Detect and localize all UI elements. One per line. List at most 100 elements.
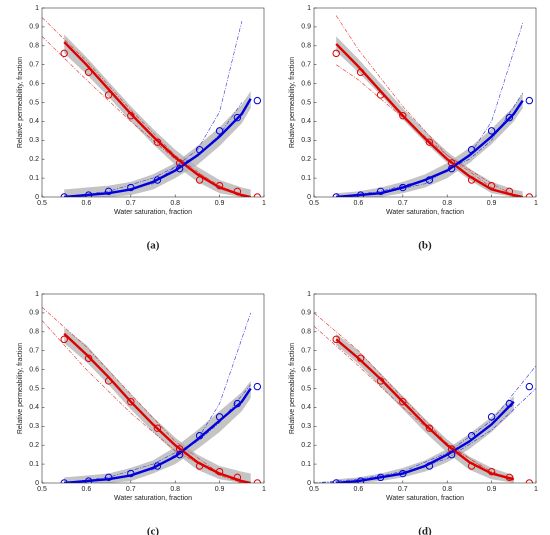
data-point [487,413,496,421]
y-tick-label: 0.2 [301,156,311,163]
data-point [175,164,184,173]
data-point [175,450,184,459]
y-tick-label: 0.3 [29,423,39,430]
y-tick-label: 0 [35,480,39,487]
x-tick-label: 0.5 [37,486,47,493]
data-point [195,432,204,440]
data-point [447,159,456,167]
data-point [447,450,456,459]
model-line [314,365,536,483]
y-tick-label: 1 [307,291,311,298]
y-axis-label: Relative permeability, fraction [17,343,24,434]
x-axis-label: Water saturation, fraction [114,209,192,216]
data-point [175,445,184,453]
data-point [487,127,496,135]
axes-box [313,293,537,484]
y-tick-label: 0.5 [301,385,311,392]
data-point [376,91,385,99]
data-point [425,462,434,470]
y-tick-label: 0.2 [29,442,39,449]
data-point [233,187,242,196]
panel: 0.5 0.6 0.7 0.8 0.9 1 0 0.1 0.2 0.3 0.4 0.5 0.6 0.7 0.… [17,291,266,535]
y-tick-label: 0.5 [29,385,39,392]
x-tick-label: 0.9 [215,200,225,207]
data-point [356,68,365,76]
model-line [335,15,514,197]
fit-line [64,98,252,197]
data-point [447,445,456,453]
y-tick-label: 1 [35,291,39,298]
data-point [467,432,476,440]
data-point [60,49,68,58]
data-point [399,112,407,120]
x-tick-label: 1 [262,200,266,207]
x-tick-label: 0.5 [309,200,319,207]
data-point [215,467,224,476]
y-tick-label: 0.8 [301,43,311,50]
data-point [60,335,68,344]
y-tick-label: 0.5 [29,99,39,106]
y-tick-label: 0.4 [301,118,311,125]
x-tick-label: 0.8 [442,200,452,207]
data-point [505,399,514,408]
x-tick-label: 0.6 [354,200,364,207]
data-point [84,68,93,76]
x-axis-label: Water saturation, fraction [386,495,464,502]
data-point [127,112,135,120]
model-line [64,21,243,197]
x-tick-label: 0.7 [398,486,408,493]
model-line [64,102,243,197]
x-tick-label: 0.6 [354,486,364,493]
data-point [104,91,113,99]
data-point [253,193,262,197]
data-point [356,191,365,197]
x-tick-label: 0.7 [126,200,136,207]
data-point [175,159,184,167]
data-point [399,183,407,192]
model-line [42,320,242,483]
x-tick-label: 0.8 [170,486,180,493]
data-point [84,477,93,483]
data-point [84,191,93,197]
axes-box [41,7,265,198]
data-point [60,193,68,197]
data-point [525,382,534,391]
data-point [153,176,162,184]
data-point [104,187,113,196]
data-point [376,377,385,385]
data-point [332,49,340,58]
data-point [127,469,135,478]
model-line [314,325,514,480]
panel: 0.5 0.6 0.7 0.8 0.9 1 0 0.1 0.2 0.3 0.4 0.5 0.6 0.7 0.… [289,291,538,535]
data-point [153,138,162,146]
y-tick-label: 0.6 [301,366,311,373]
y-tick-label: 0.1 [301,461,311,468]
panel: 0.5 0.6 0.7 0.8 0.9 1 0 0.1 0.2 0.3 0.4 0.5 0.6 0.7 0.… [289,5,538,252]
data-point [253,96,262,105]
fit-line [64,387,252,483]
plot-area [332,15,534,197]
confidence-band [336,333,514,483]
y-tick-label: 0 [307,194,311,201]
y-tick-label: 0.6 [29,80,39,87]
fit-line [63,41,251,197]
confidence-band [336,93,523,197]
data-point [425,138,434,146]
data-point [104,473,113,482]
y-tick-label: 0 [35,194,39,201]
x-tick-label: 0.9 [215,486,225,493]
data-point [425,424,434,432]
axes-box [41,293,265,484]
data-point [525,193,534,197]
data-point [487,467,496,476]
y-tick-label: 0.8 [29,43,39,50]
data-point [525,96,534,105]
y-tick-label: 0.9 [301,310,311,317]
data-point [399,469,407,478]
y-tick-label: 0.7 [29,348,39,355]
y-axis-label: Relative permeability, fraction [17,57,24,148]
panel-caption: (c) [147,526,160,535]
data-point [84,354,93,362]
y-tick-label: 0.4 [29,118,39,125]
data-point [467,462,476,470]
